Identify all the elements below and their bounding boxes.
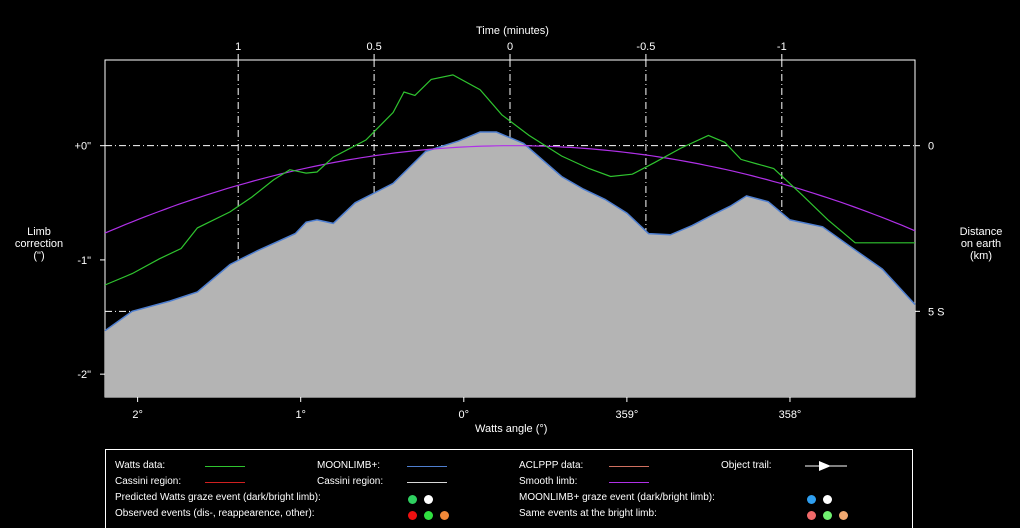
left-axis-title: Limb correction (") <box>14 226 64 262</box>
legend-cassini-label-1: Cassini region: <box>115 476 182 487</box>
bright-disappearance-dot <box>807 511 816 520</box>
legend: Watts data: Cassini region: MOONLIMB+: C… <box>105 449 913 528</box>
right-tick-label: 5 S <box>928 306 945 318</box>
legend-moonlimb-graze-label: MOONLIMB+ graze event (dark/bright limb)… <box>519 492 715 503</box>
top-tick-label: 1 <box>235 41 241 53</box>
moonlimb-profile-area <box>105 132 915 397</box>
object-trail-arrow-icon <box>805 461 847 471</box>
right-tick-label: 0 <box>928 141 934 153</box>
bottom-tick-label: 358° <box>779 409 802 421</box>
legend-watts-swatch <box>205 466 245 467</box>
top-axis-title: Time (minutes) <box>476 25 549 37</box>
bottom-tick-label: 1° <box>295 409 306 421</box>
legend-moonlimb-label: MOONLIMB+: <box>317 460 381 471</box>
legend-aclppp-label: ACLPPP data: <box>519 460 584 471</box>
watts-data-line <box>104 74 915 286</box>
legend-predicted-watts-label: Predicted Watts graze event (dark/bright… <box>115 492 321 503</box>
predicted-bright-limb-dot <box>424 495 433 504</box>
bottom-tick-label: 359° <box>615 409 638 421</box>
legend-cassini-label-2: Cassini region: <box>317 476 384 487</box>
legend-same-events-label: Same events at the bright limb: <box>519 508 657 519</box>
top-tick-label: 0 <box>507 41 513 53</box>
bright-other-dot <box>839 511 848 520</box>
observed-disappearance-dot <box>408 511 417 520</box>
legend-cassini-swatch-1 <box>205 482 245 483</box>
left-tick-label: -1" <box>77 255 91 267</box>
bright-reappearance-dot <box>823 511 832 520</box>
legend-object-trail-label: Object trail: <box>721 460 772 471</box>
bottom-tick-label: 0° <box>459 409 470 421</box>
legend-moonlimb-swatch <box>407 466 447 467</box>
x-axis-title: Watts angle (°) <box>475 423 548 435</box>
predicted-dark-limb-dot <box>408 495 417 504</box>
moonlimb-profile-edge <box>104 131 916 332</box>
bottom-tick-label: 2° <box>132 409 143 421</box>
limb-profile-chart: 1 0.5 0 -0.5 -1 2° 1° 0° 359° 358° +0" -1" -2" 0 5 S <box>75 41 945 421</box>
legend-aclppp-swatch <box>609 466 649 467</box>
legend-smooth-label: Smooth limb: <box>519 476 578 487</box>
moonlimb-dark-limb-dot <box>807 495 816 504</box>
left-tick-label: -2" <box>77 369 91 381</box>
top-tick-label: -0.5 <box>636 41 655 53</box>
top-tick-label: -1 <box>777 41 787 53</box>
legend-observed-label: Observed events (dis-, reappearence, oth… <box>115 508 315 519</box>
top-tick-label: 0.5 <box>366 41 381 53</box>
left-tick-label: +0" <box>75 141 92 153</box>
legend-cassini-swatch-2 <box>407 482 447 483</box>
observed-reappearance-dot <box>424 511 433 520</box>
moonlimb-bright-limb-dot <box>823 495 832 504</box>
legend-watts-label: Watts data: <box>115 460 166 471</box>
legend-smooth-swatch <box>609 482 649 483</box>
right-axis-title: Distance on earth (km) <box>959 226 1003 262</box>
smooth-limb-line <box>104 145 916 234</box>
observed-other-dot <box>440 511 449 520</box>
